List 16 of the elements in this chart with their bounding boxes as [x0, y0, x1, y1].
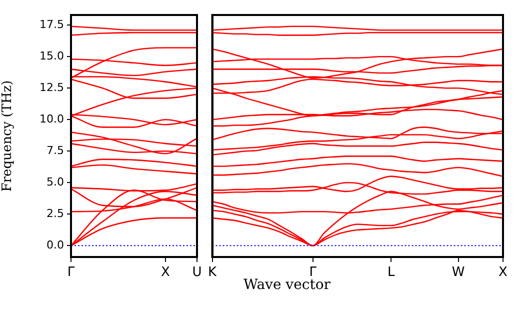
x-tick-label: X	[161, 265, 170, 280]
y-tick-label: 2.5	[46, 207, 64, 220]
y-tick-label: 7.5	[46, 144, 64, 157]
x-tick-label: U	[192, 265, 202, 280]
y-tick-label: 17.5	[40, 18, 64, 31]
y-tick-label: 5.0	[46, 175, 64, 188]
y-tick-label: 10.0	[40, 112, 64, 126]
x-tick-label: Γ	[67, 265, 76, 280]
y-tick-label: 15.0	[40, 49, 64, 62]
y-axis-title: Frequency (THz)	[0, 80, 16, 192]
x-tick-label: W	[452, 265, 465, 280]
x-tick-label: L	[388, 265, 396, 280]
y-tick-label: 0.0	[46, 238, 64, 252]
x-tick-label: K	[208, 265, 217, 280]
y-tick-label: 12.5	[40, 80, 64, 94]
x-tick-label: X	[498, 265, 508, 280]
